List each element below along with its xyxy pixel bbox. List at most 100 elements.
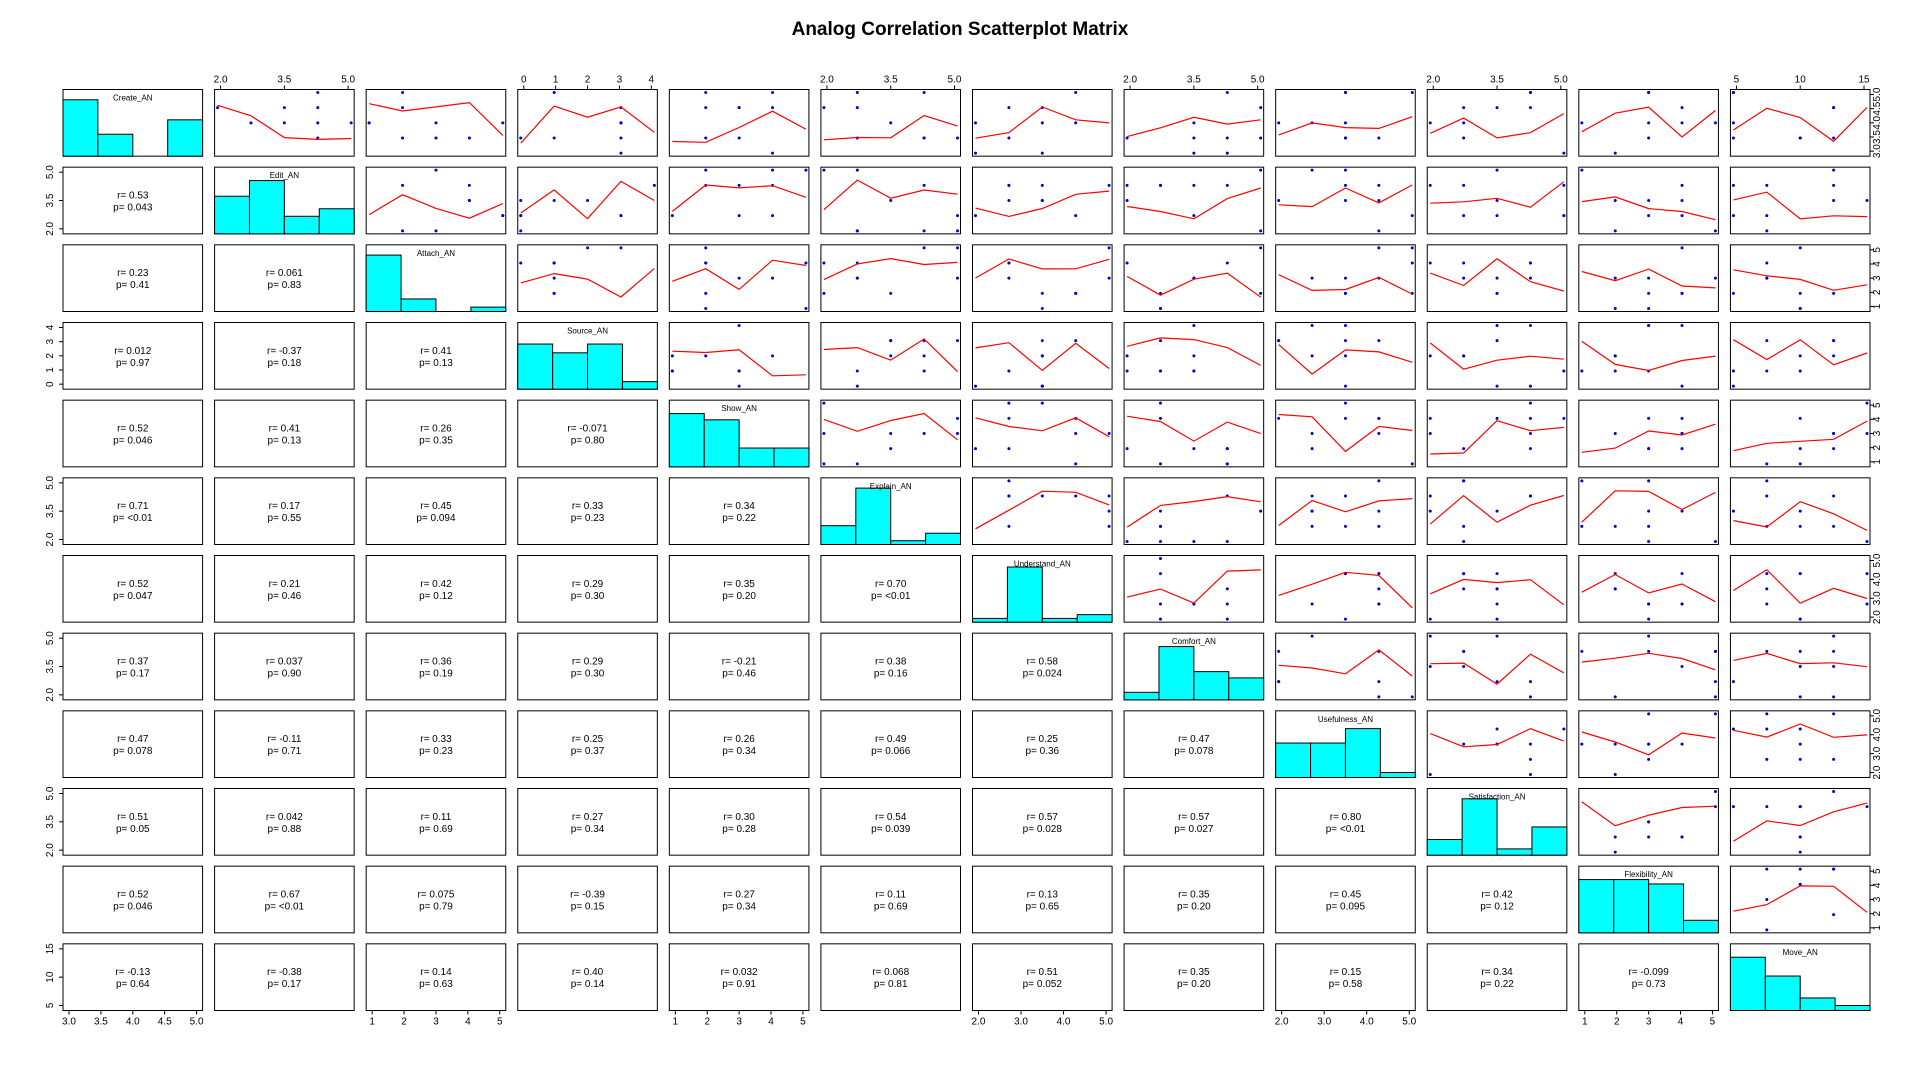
data-point <box>956 229 959 233</box>
histogram-bar <box>1799 997 1836 1012</box>
tick-label: 3.0 <box>1317 1017 1331 1028</box>
data-point <box>922 91 926 94</box>
data-point <box>822 261 826 265</box>
data-point <box>1613 151 1617 155</box>
histogram-bar <box>517 343 554 390</box>
data-point <box>1158 462 1162 466</box>
data-point <box>1731 727 1735 731</box>
correlation-p: p= 0.12 <box>419 591 453 602</box>
data-point <box>1528 261 1532 265</box>
data-point <box>1107 524 1111 528</box>
tick-label: 1 <box>1872 925 1883 931</box>
panel-frame <box>517 555 658 623</box>
tick-label: 4.0 <box>1057 1017 1071 1028</box>
tick-label: 3.5 <box>1872 130 1883 144</box>
data-point <box>704 136 708 140</box>
correlation-p: p= 0.039 <box>871 824 911 835</box>
data-point <box>1277 339 1281 343</box>
panel-frame <box>1578 555 1719 623</box>
data-point <box>1040 199 1044 202</box>
data-point <box>1765 183 1769 187</box>
data-point <box>737 384 741 388</box>
tick-label: 4.5 <box>1872 101 1883 115</box>
smooth-line <box>217 104 352 141</box>
data-point <box>1007 524 1011 528</box>
data-point <box>586 246 590 250</box>
data-point <box>1495 106 1499 110</box>
data-point <box>1495 587 1499 591</box>
data-point <box>804 261 808 265</box>
smooth-line <box>1430 420 1564 455</box>
panel-frame <box>972 399 1113 468</box>
smooth-line <box>975 490 1110 530</box>
data-point <box>1798 307 1802 310</box>
correlation-r: r= 0.52 <box>117 424 149 435</box>
tick-label: 2 <box>1872 444 1883 450</box>
data-point <box>737 214 741 218</box>
data-point <box>1528 324 1532 327</box>
data-point <box>1158 339 1162 343</box>
data-point <box>1343 324 1347 327</box>
data-point <box>1343 354 1347 358</box>
tick-label: 4 <box>1872 882 1883 888</box>
data-point <box>1647 416 1651 420</box>
correlation-r: r= 0.23 <box>117 268 149 279</box>
tick-label: 5 <box>1872 247 1883 253</box>
correlation-p: p= 0.28 <box>722 824 756 835</box>
data-point <box>1158 307 1162 310</box>
panel-frame <box>1426 865 1568 934</box>
data-point <box>586 199 590 202</box>
data-point <box>1310 324 1314 327</box>
correlation-r: r= 0.35 <box>723 579 755 590</box>
data-point <box>401 183 405 187</box>
data-point <box>1613 773 1617 776</box>
data-point <box>282 106 286 110</box>
data-point <box>1343 199 1347 202</box>
tick-label: 4 <box>768 1017 774 1028</box>
data-point <box>1462 665 1466 668</box>
correlation-r: r= 0.29 <box>572 579 604 590</box>
panel-frame <box>62 555 204 623</box>
data-point <box>552 199 556 202</box>
histogram-bar <box>1834 1004 1871 1012</box>
data-point <box>974 447 977 451</box>
histogram-bar <box>400 298 437 313</box>
smooth-line <box>1733 191 1868 220</box>
smooth-line <box>1126 272 1262 298</box>
data-point <box>889 447 893 451</box>
tick-label: 4 <box>45 324 56 330</box>
data-point <box>1680 324 1684 327</box>
data-point <box>1647 199 1651 202</box>
data-point <box>1865 572 1869 576</box>
correlation-r: r= 0.45 <box>1330 890 1362 901</box>
data-point <box>1713 229 1717 233</box>
histogram-bar <box>890 540 927 545</box>
data-point <box>1158 401 1162 405</box>
data-point <box>1832 106 1836 110</box>
correlation-p: p= 0.88 <box>268 824 302 835</box>
data-point <box>1343 276 1347 280</box>
data-point <box>1528 91 1532 94</box>
correlation-p: p= 0.58 <box>1329 979 1363 990</box>
tick-label: 2 <box>1872 910 1883 916</box>
smooth-line <box>1278 116 1413 136</box>
data-point <box>1613 307 1617 310</box>
smooth-line <box>1733 501 1868 531</box>
correlation-p: p= 0.027 <box>1174 824 1214 835</box>
data-point <box>1410 91 1414 94</box>
tick-label: 1 <box>369 1017 375 1028</box>
correlation-r: r= 0.58 <box>1027 657 1059 668</box>
tick-label: 5.0 <box>1402 1017 1416 1028</box>
correlation-r: r= 0.71 <box>117 501 149 512</box>
panel-frame <box>972 788 1113 856</box>
data-point <box>1647 447 1651 451</box>
data-point <box>1259 291 1263 295</box>
data-point <box>1765 369 1769 373</box>
data-point <box>1462 649 1466 653</box>
data-point <box>1680 665 1684 668</box>
data-point <box>1731 680 1735 684</box>
data-point <box>1125 183 1129 187</box>
data-point <box>619 151 623 155</box>
data-point <box>1495 617 1499 621</box>
data-point <box>1107 509 1111 513</box>
